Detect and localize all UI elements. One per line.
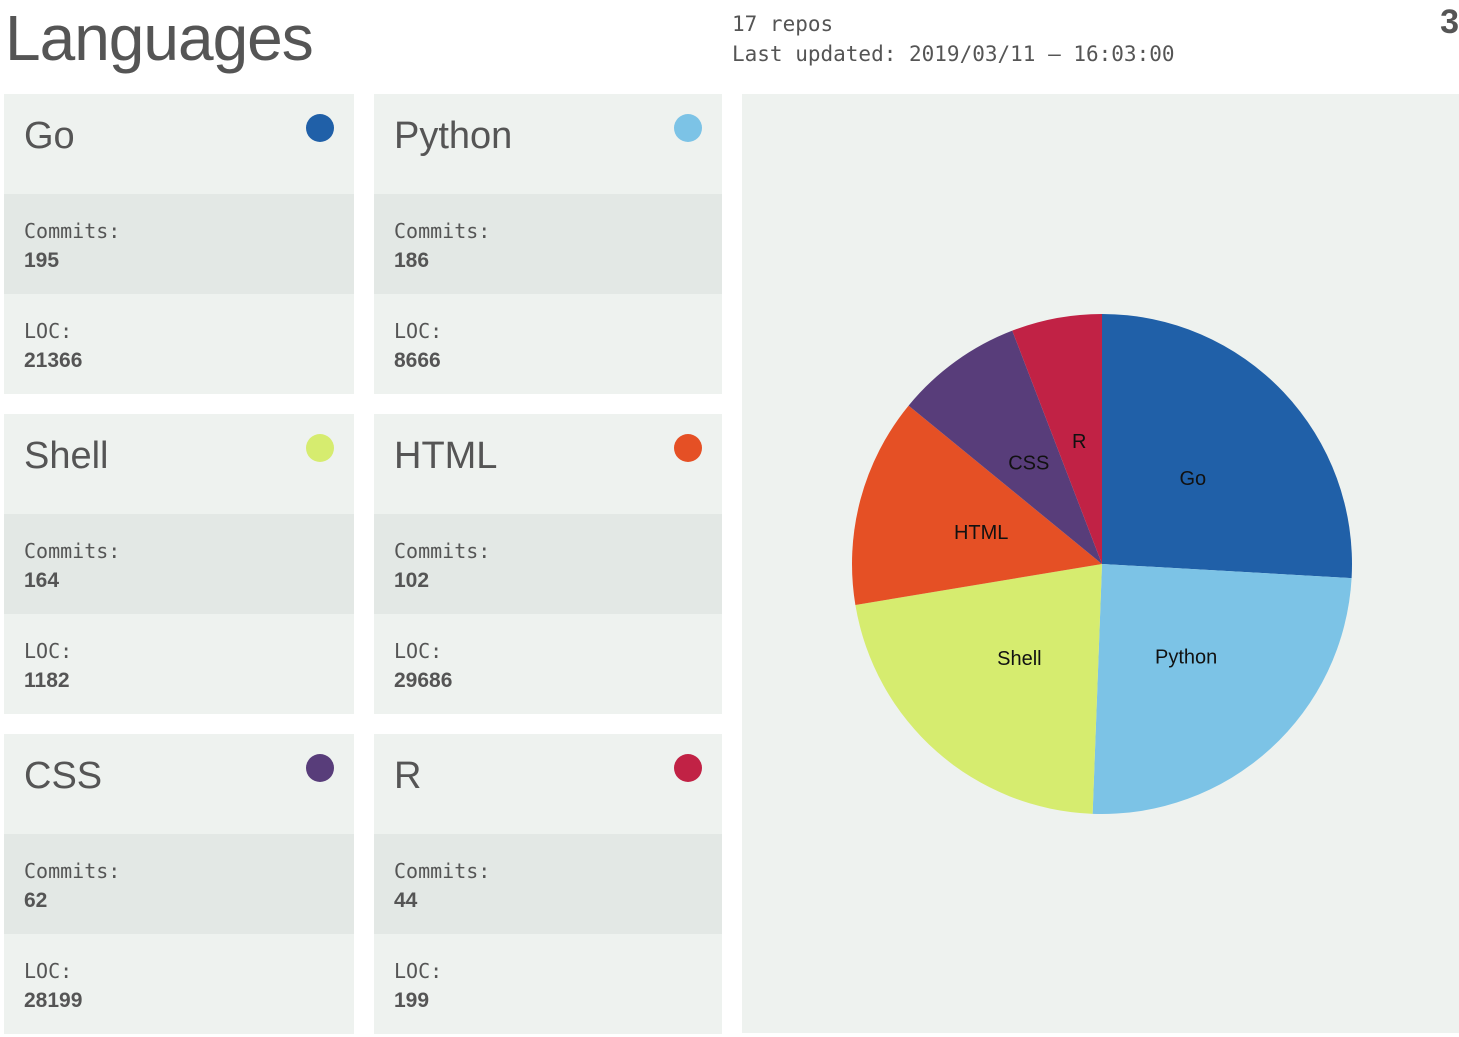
loc-value: 1182 xyxy=(24,669,70,692)
pie-slice-go xyxy=(1102,314,1352,579)
pie-label-html: HTML xyxy=(954,522,1008,544)
pie-chart-panel: Go Python Shell HTML CSS R xyxy=(742,94,1459,1033)
pie-chart: Go Python Shell HTML CSS R xyxy=(852,314,1352,814)
commits-label: Commits: xyxy=(394,219,491,243)
loc-row: LOC: 28199 xyxy=(4,934,354,1034)
pie-label-shell: Shell xyxy=(997,648,1041,670)
language-name: Go xyxy=(24,115,75,157)
commits-row: Commits: 102 xyxy=(374,514,722,614)
card-header: HTML xyxy=(374,414,722,514)
commits-value: 186 xyxy=(394,249,430,272)
commits-row: Commits: 195 xyxy=(4,194,354,294)
language-card-css: CSS Commits: 62 LOC: 28199 xyxy=(4,734,354,1034)
commits-label: Commits: xyxy=(394,539,491,563)
commits-value: 164 xyxy=(24,569,60,592)
repo-count: 17 repos xyxy=(732,12,834,36)
pie-slice-html xyxy=(852,405,1102,606)
commits-value: 62 xyxy=(24,889,48,912)
language-card-python: Python Commits: 186 LOC: 8666 xyxy=(374,94,722,394)
language-name: HTML xyxy=(394,435,498,477)
loc-row: LOC: 1182 xyxy=(4,614,354,714)
pie-label-python: Python xyxy=(1155,646,1217,668)
commits-label: Commits: xyxy=(394,859,491,883)
color-dot-icon xyxy=(306,434,334,462)
loc-value: 199 xyxy=(394,989,430,1012)
loc-value: 29686 xyxy=(394,669,453,692)
page-title: Languages xyxy=(5,2,314,74)
pie-slice-shell xyxy=(855,564,1102,814)
commits-row: Commits: 62 xyxy=(4,834,354,934)
commits-value: 195 xyxy=(24,249,60,272)
color-dot-icon xyxy=(306,114,334,142)
color-dot-icon xyxy=(674,114,702,142)
color-dot-icon xyxy=(306,754,334,782)
card-header: R xyxy=(374,734,722,834)
loc-label: LOC: xyxy=(394,639,443,663)
language-name: CSS xyxy=(24,755,103,797)
loc-label: LOC: xyxy=(394,319,443,343)
loc-label: LOC: xyxy=(394,959,443,983)
page-number: 3 xyxy=(1440,3,1459,41)
loc-label: LOC: xyxy=(24,639,73,663)
card-header: CSS xyxy=(4,734,354,834)
language-card-html: HTML Commits: 102 LOC: 29686 xyxy=(374,414,722,714)
commits-label: Commits: xyxy=(24,859,121,883)
card-header: Shell xyxy=(4,414,354,514)
color-dot-icon xyxy=(674,754,702,782)
loc-label: LOC: xyxy=(24,319,73,343)
card-header: Python xyxy=(374,94,722,194)
commits-row: Commits: 44 xyxy=(374,834,722,934)
pie-label-go: Go xyxy=(1179,468,1206,490)
language-card-r: R Commits: 44 LOC: 199 xyxy=(374,734,722,1034)
pie-label-css: CSS xyxy=(1008,453,1049,475)
commits-label: Commits: xyxy=(24,539,121,563)
language-card-shell: Shell Commits: 164 LOC: 1182 xyxy=(4,414,354,714)
language-card-go: Go Commits: 195 LOC: 21366 xyxy=(4,94,354,394)
pie-slice-python xyxy=(1092,564,1352,814)
loc-row: LOC: 21366 xyxy=(4,294,354,394)
language-name: Python xyxy=(394,115,513,157)
card-header: Go xyxy=(4,94,354,194)
commits-value: 44 xyxy=(394,889,418,912)
commits-label: Commits: xyxy=(24,219,121,243)
language-name: Shell xyxy=(24,435,109,477)
pie-label-r: R xyxy=(1072,431,1086,453)
pie-slice-r xyxy=(1012,314,1102,564)
language-name: R xyxy=(394,755,422,797)
commits-row: Commits: 186 xyxy=(374,194,722,294)
loc-row: LOC: 8666 xyxy=(374,294,722,394)
commits-value: 102 xyxy=(394,569,430,592)
loc-value: 8666 xyxy=(394,349,441,372)
color-dot-icon xyxy=(674,434,702,462)
loc-value: 28199 xyxy=(24,989,83,1012)
commits-row: Commits: 164 xyxy=(4,514,354,614)
loc-value: 21366 xyxy=(24,349,83,372)
loc-label: LOC: xyxy=(24,959,73,983)
loc-row: LOC: 199 xyxy=(374,934,722,1034)
last-updated: Last updated: 2019/03/11 — 16:03:00 xyxy=(732,42,1175,66)
loc-row: LOC: 29686 xyxy=(374,614,722,714)
repo-meta: 17 repos Last updated: 2019/03/11 — 16:03… xyxy=(732,9,1175,69)
pie-slice-css xyxy=(908,330,1102,564)
